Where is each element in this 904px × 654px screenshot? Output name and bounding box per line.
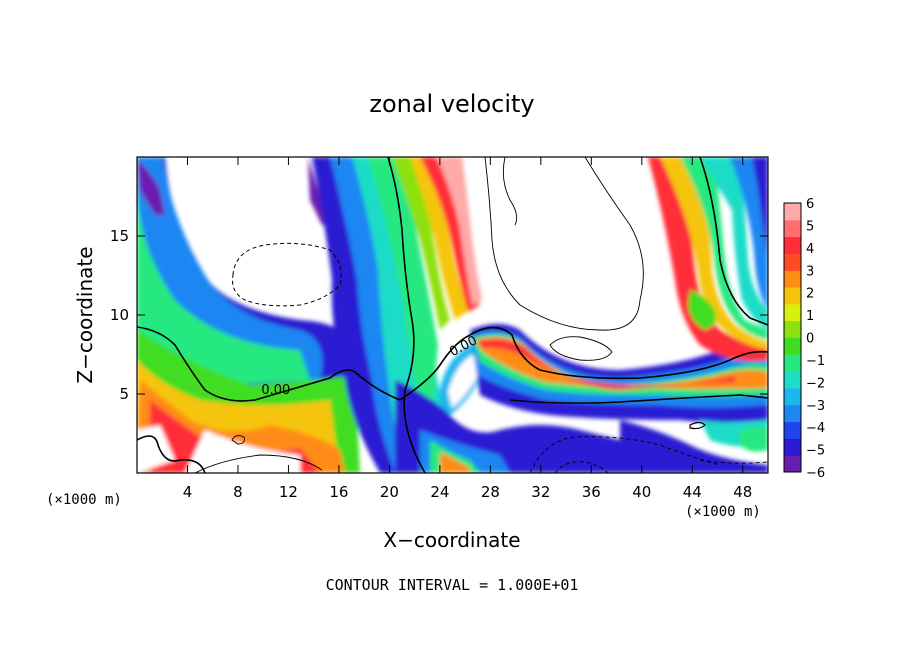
x-tick-label: 4 — [183, 483, 193, 501]
contour-interval-note: CONTOUR INTERVAL = 1.000E+01 — [326, 576, 579, 594]
colorbar-tick-label: −6 — [806, 466, 825, 481]
contour-label: 0.00 — [261, 383, 290, 398]
colorbar-swatch — [784, 337, 801, 355]
colorbar-swatch — [784, 303, 801, 322]
colorbar-swatch — [784, 354, 801, 372]
colorbar-tick-label: 0 — [806, 332, 814, 347]
colorbar-swatch — [784, 203, 801, 221]
x-tick-label: 48 — [733, 483, 752, 501]
colorbar-frame — [783, 202, 802, 473]
y-tick-label: 15 — [110, 227, 129, 245]
heatmap-field — [137, 157, 768, 473]
x-tick-label: 8 — [233, 483, 243, 501]
x-axis-label: X−coordinate — [383, 528, 520, 552]
x-tick-label: 28 — [481, 483, 500, 501]
colorbar-swatch — [784, 219, 801, 238]
colorbar-tick-label: −3 — [806, 399, 825, 414]
colorbar-swatch — [784, 421, 801, 439]
colorbar-tick-label: 3 — [806, 264, 814, 279]
y-axis: 5 10 15 — [110, 227, 768, 403]
x-tick-label: 36 — [582, 483, 601, 501]
y-tick-label: 10 — [110, 306, 129, 324]
colorbar-tick-label: 5 — [806, 219, 814, 234]
x-tick-label: 20 — [380, 483, 399, 501]
x-unit-label-left: (×1000 m) — [46, 492, 122, 508]
x-tick-label: 44 — [683, 483, 702, 501]
colorbar-tick-label: −1 — [806, 354, 825, 369]
x-tick-label: 40 — [632, 483, 651, 501]
colorbar-tick-label: 2 — [806, 287, 814, 302]
colorbar-swatch — [784, 253, 801, 271]
chart-title: zonal velocity — [369, 90, 534, 118]
colorbar-tick-label: −4 — [806, 421, 825, 436]
colorbar-tick-label: −5 — [806, 444, 825, 459]
x-unit-label-right: (×1000 m) — [685, 504, 761, 520]
colorbar-swatch — [784, 270, 801, 288]
colorbar-tick-label: −2 — [806, 376, 825, 391]
colorbar-tick-label: 4 — [806, 242, 814, 257]
x-axis: 4 8 12 16 20 24 28 32 36 40 44 48 — [183, 157, 752, 501]
colorbar-swatch — [784, 320, 801, 338]
y-axis-label: Z−coordinate — [73, 246, 97, 383]
colorbar-tick-label: 1 — [806, 309, 814, 324]
colorbar-swatch — [784, 387, 801, 406]
colorbar-swatch — [784, 438, 801, 456]
colorbar-swatch — [784, 236, 801, 254]
x-tick-label: 24 — [430, 483, 449, 501]
colorbar-tick-label: 6 — [806, 197, 814, 212]
colorbar-swatch — [784, 455, 801, 473]
colorbar-swatch — [784, 371, 801, 389]
x-tick-label: 12 — [279, 483, 298, 501]
colorbar-swatch — [784, 287, 801, 305]
colorbar: 6 5 4 3 2 1 0 −1 −2 −3 −4 −5 −6 — [783, 197, 825, 481]
y-tick-label: 5 — [119, 385, 129, 403]
x-tick-label: 16 — [329, 483, 348, 501]
colorbar-swatch — [784, 404, 801, 423]
x-tick-label: 32 — [531, 483, 550, 501]
